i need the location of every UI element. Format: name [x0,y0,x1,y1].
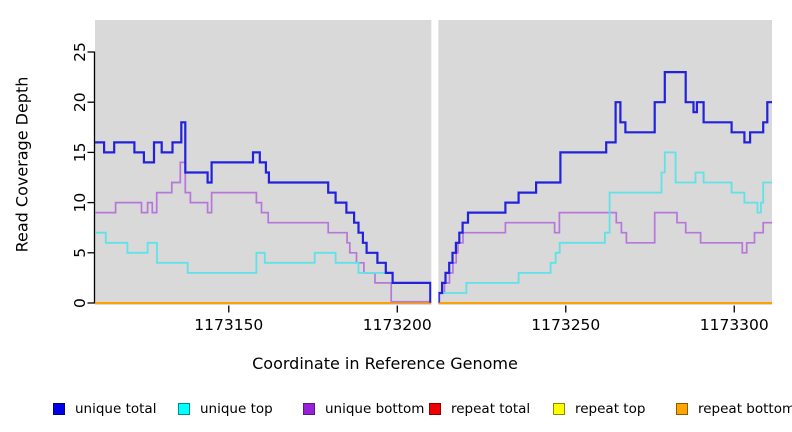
legend-swatch-repeat-top [553,403,565,415]
legend-label-unique-bottom: unique bottom [325,401,425,417]
series-unique-total [95,71,772,303]
legend-swatch-repeat-bottom [676,403,688,415]
legend-swatch-unique-total [53,403,65,415]
legend-swatch-repeat-total [429,403,441,415]
series-unique-bottom [95,161,772,303]
legend-item-unique-top: unique top [178,402,273,416]
legend-item-repeat-top: repeat top [553,402,645,416]
x-tick-label: 1173150 [194,316,263,334]
x-tick-label: 1173300 [700,316,769,334]
legend-item-repeat-bottom: repeat bottom [676,402,792,416]
legend-swatch-unique-bottom [303,403,315,415]
y-tick-label: 25 [71,42,89,62]
legend-label-unique-top: unique top [200,401,273,417]
x-axis-title: Coordinate in Reference Genome [252,354,518,373]
legend-item-unique-total: unique total [53,402,156,416]
y-tick-label: 0 [71,298,89,308]
series-unique-top [95,151,772,303]
legend-item-repeat-total: repeat total [429,402,530,416]
y-tick-label: 10 [71,193,89,213]
legend-label-repeat-top: repeat top [575,401,646,417]
legend-label-repeat-bottom: repeat bottom [698,401,792,417]
y-tick-label: 15 [71,143,89,163]
y-tick-label: 5 [71,248,89,258]
coverage-plot-canvas: 0 5 10 15 20 25 1173150 1173200 1173250 1173300 [71,20,772,334]
legend-label-repeat-total: repeat total [451,401,531,417]
legend-swatch-unique-top [178,403,190,415]
legend-label-unique-total: unique total [75,401,157,417]
coverage-gap-band [431,20,439,306]
x-tick-label: 1173200 [363,316,432,334]
y-tick-label: 20 [71,92,89,112]
y-axis-title: Read Coverage Depth [12,76,32,253]
x-tick-label: 1173250 [531,316,600,334]
legend-item-unique-bottom: unique bottom [303,402,424,416]
